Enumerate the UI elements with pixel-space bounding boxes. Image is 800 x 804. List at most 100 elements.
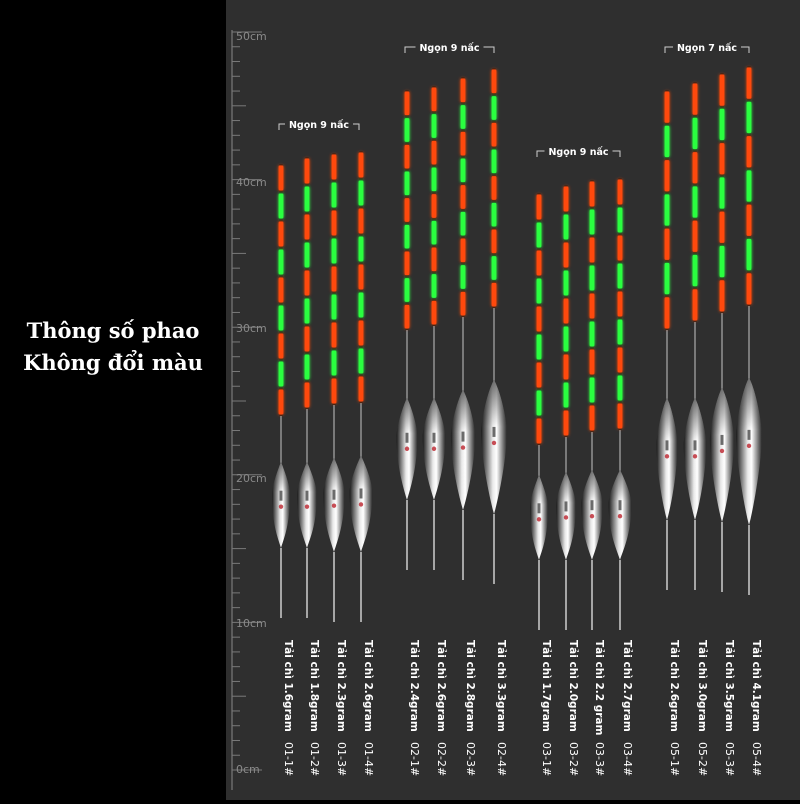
tip-segment-orange bbox=[331, 210, 337, 236]
tip-segment-orange bbox=[404, 144, 410, 169]
group-bracket: Ngọn 9 nấc bbox=[404, 39, 495, 54]
ruler-label-20: 20cm bbox=[236, 472, 267, 485]
tip-segment-green bbox=[692, 186, 698, 218]
title-line-1: Thông số phao bbox=[26, 318, 200, 343]
float bbox=[297, 157, 317, 618]
tip-segment-orange bbox=[491, 282, 497, 307]
tip-segment-orange bbox=[536, 194, 542, 220]
tip-segment-green bbox=[304, 242, 310, 268]
float-weight-label: Tải chì 3.3gram bbox=[495, 640, 507, 732]
tip-segment-green bbox=[664, 125, 670, 158]
tip-segment-orange bbox=[460, 185, 466, 209]
tip-segment-orange bbox=[536, 306, 542, 332]
tip-segment-orange bbox=[719, 74, 725, 106]
tip-segment-orange bbox=[431, 300, 437, 325]
tip-segment-green bbox=[746, 170, 752, 202]
tip-segment-orange bbox=[304, 326, 310, 352]
tip-segment-orange bbox=[331, 266, 337, 292]
ruler-label-40: 40cm bbox=[236, 176, 267, 189]
tip-segment-orange bbox=[431, 87, 437, 112]
group-label: Ngọn 7 nấc bbox=[677, 43, 737, 54]
tip-segment-green bbox=[404, 278, 410, 302]
tip-segment-orange bbox=[358, 208, 364, 234]
tip-segment-orange bbox=[692, 83, 698, 115]
tip-segment-orange bbox=[278, 221, 284, 247]
float-weight-label: Tải chì 4.1gram bbox=[750, 640, 762, 732]
tip-segment-orange bbox=[692, 289, 698, 321]
tip-segment-green bbox=[589, 209, 595, 235]
group-label: Ngọn 9 nấc bbox=[548, 147, 608, 158]
tip-segment-orange bbox=[431, 194, 437, 218]
tip-segment-green bbox=[278, 361, 284, 387]
float-code-label: 05-3# bbox=[723, 742, 736, 776]
tip-segment-green bbox=[617, 207, 623, 233]
tip-segment-orange bbox=[304, 214, 310, 240]
float bbox=[581, 180, 603, 630]
tip-segment-green bbox=[719, 245, 725, 278]
tip-segment-orange bbox=[536, 418, 542, 444]
title-line-2: Không đổi màu bbox=[23, 350, 203, 375]
tip-segment-green bbox=[491, 256, 497, 280]
tip-segment-green bbox=[589, 265, 595, 291]
float-weight-label: Tải chì 1.8gram bbox=[308, 640, 320, 732]
float-code-label: 03-4# bbox=[621, 742, 634, 776]
tip-segment-orange bbox=[617, 403, 623, 429]
float-weight-label: Tải chì 2.4gram bbox=[408, 640, 420, 732]
tip-segment-green bbox=[563, 214, 569, 240]
tip-segment-green bbox=[536, 390, 542, 416]
tip-segment-green bbox=[746, 101, 752, 134]
tip-segment-green bbox=[719, 177, 725, 209]
tip-segment-green bbox=[460, 158, 466, 183]
tip-segment-green bbox=[589, 377, 595, 403]
float-code-label: 01-2# bbox=[308, 742, 321, 776]
tip-segment-green bbox=[664, 262, 670, 295]
tip-segment-green bbox=[692, 117, 698, 150]
tip-segment-green bbox=[278, 193, 284, 219]
tip-segment-orange bbox=[304, 158, 310, 184]
tip-segment-orange bbox=[331, 322, 337, 348]
float-code-label: 03-3# bbox=[593, 742, 606, 776]
tip-segment-green bbox=[617, 263, 623, 289]
tip-segment-orange bbox=[692, 220, 698, 252]
tip-segment-green bbox=[491, 96, 497, 120]
tip-segment-orange bbox=[719, 280, 725, 312]
float bbox=[272, 164, 290, 618]
tip-segment-green bbox=[331, 238, 337, 264]
tip-segment-orange bbox=[589, 181, 595, 207]
tip-segment-orange bbox=[719, 211, 725, 243]
tip-segment-orange bbox=[617, 179, 623, 205]
float bbox=[422, 86, 446, 570]
tip-segment-orange bbox=[460, 78, 466, 103]
tip-segment-orange bbox=[664, 228, 670, 260]
tip-segment-green bbox=[331, 182, 337, 208]
tip-segment-orange bbox=[563, 242, 569, 268]
float-weight-label: Tải chì 2.7gram bbox=[621, 640, 633, 732]
tip-segment-orange bbox=[460, 131, 466, 156]
tip-segment-orange bbox=[431, 247, 437, 272]
tip-segment-orange bbox=[431, 140, 437, 165]
tip-segment-green bbox=[358, 180, 364, 206]
float bbox=[481, 68, 507, 584]
float bbox=[683, 82, 707, 590]
float-illustration: 50cm 40cm 30cm 20cm 10cm 0cm Ngọn 9 nấc N… bbox=[231, 30, 763, 790]
float-weight-label: Tải chì 3.0gram bbox=[696, 640, 708, 732]
tip-segment-orange bbox=[278, 277, 284, 303]
tip-segment-green bbox=[304, 298, 310, 324]
tip-segment-orange bbox=[746, 67, 752, 99]
tip-segment-orange bbox=[491, 229, 497, 254]
tip-segment-green bbox=[431, 274, 437, 298]
float-code-label: 05-4# bbox=[750, 742, 763, 776]
tip-segment-orange bbox=[589, 349, 595, 375]
float-weight-label: Tải chì 1.7gram bbox=[540, 640, 552, 732]
tip-segment-orange bbox=[746, 204, 752, 236]
float-weight-label: Tải chì 2.3gram bbox=[335, 640, 347, 732]
tip-segment-green bbox=[278, 249, 284, 275]
ruler-label-50: 50cm bbox=[236, 30, 267, 43]
float bbox=[349, 151, 373, 622]
tip-segment-green bbox=[536, 278, 542, 304]
tip-segment-orange bbox=[460, 238, 466, 263]
tip-segment-orange bbox=[536, 362, 542, 388]
tip-segment-orange bbox=[719, 143, 725, 175]
float-code-label: 03-1# bbox=[540, 742, 553, 776]
tip-segment-orange bbox=[358, 264, 364, 290]
